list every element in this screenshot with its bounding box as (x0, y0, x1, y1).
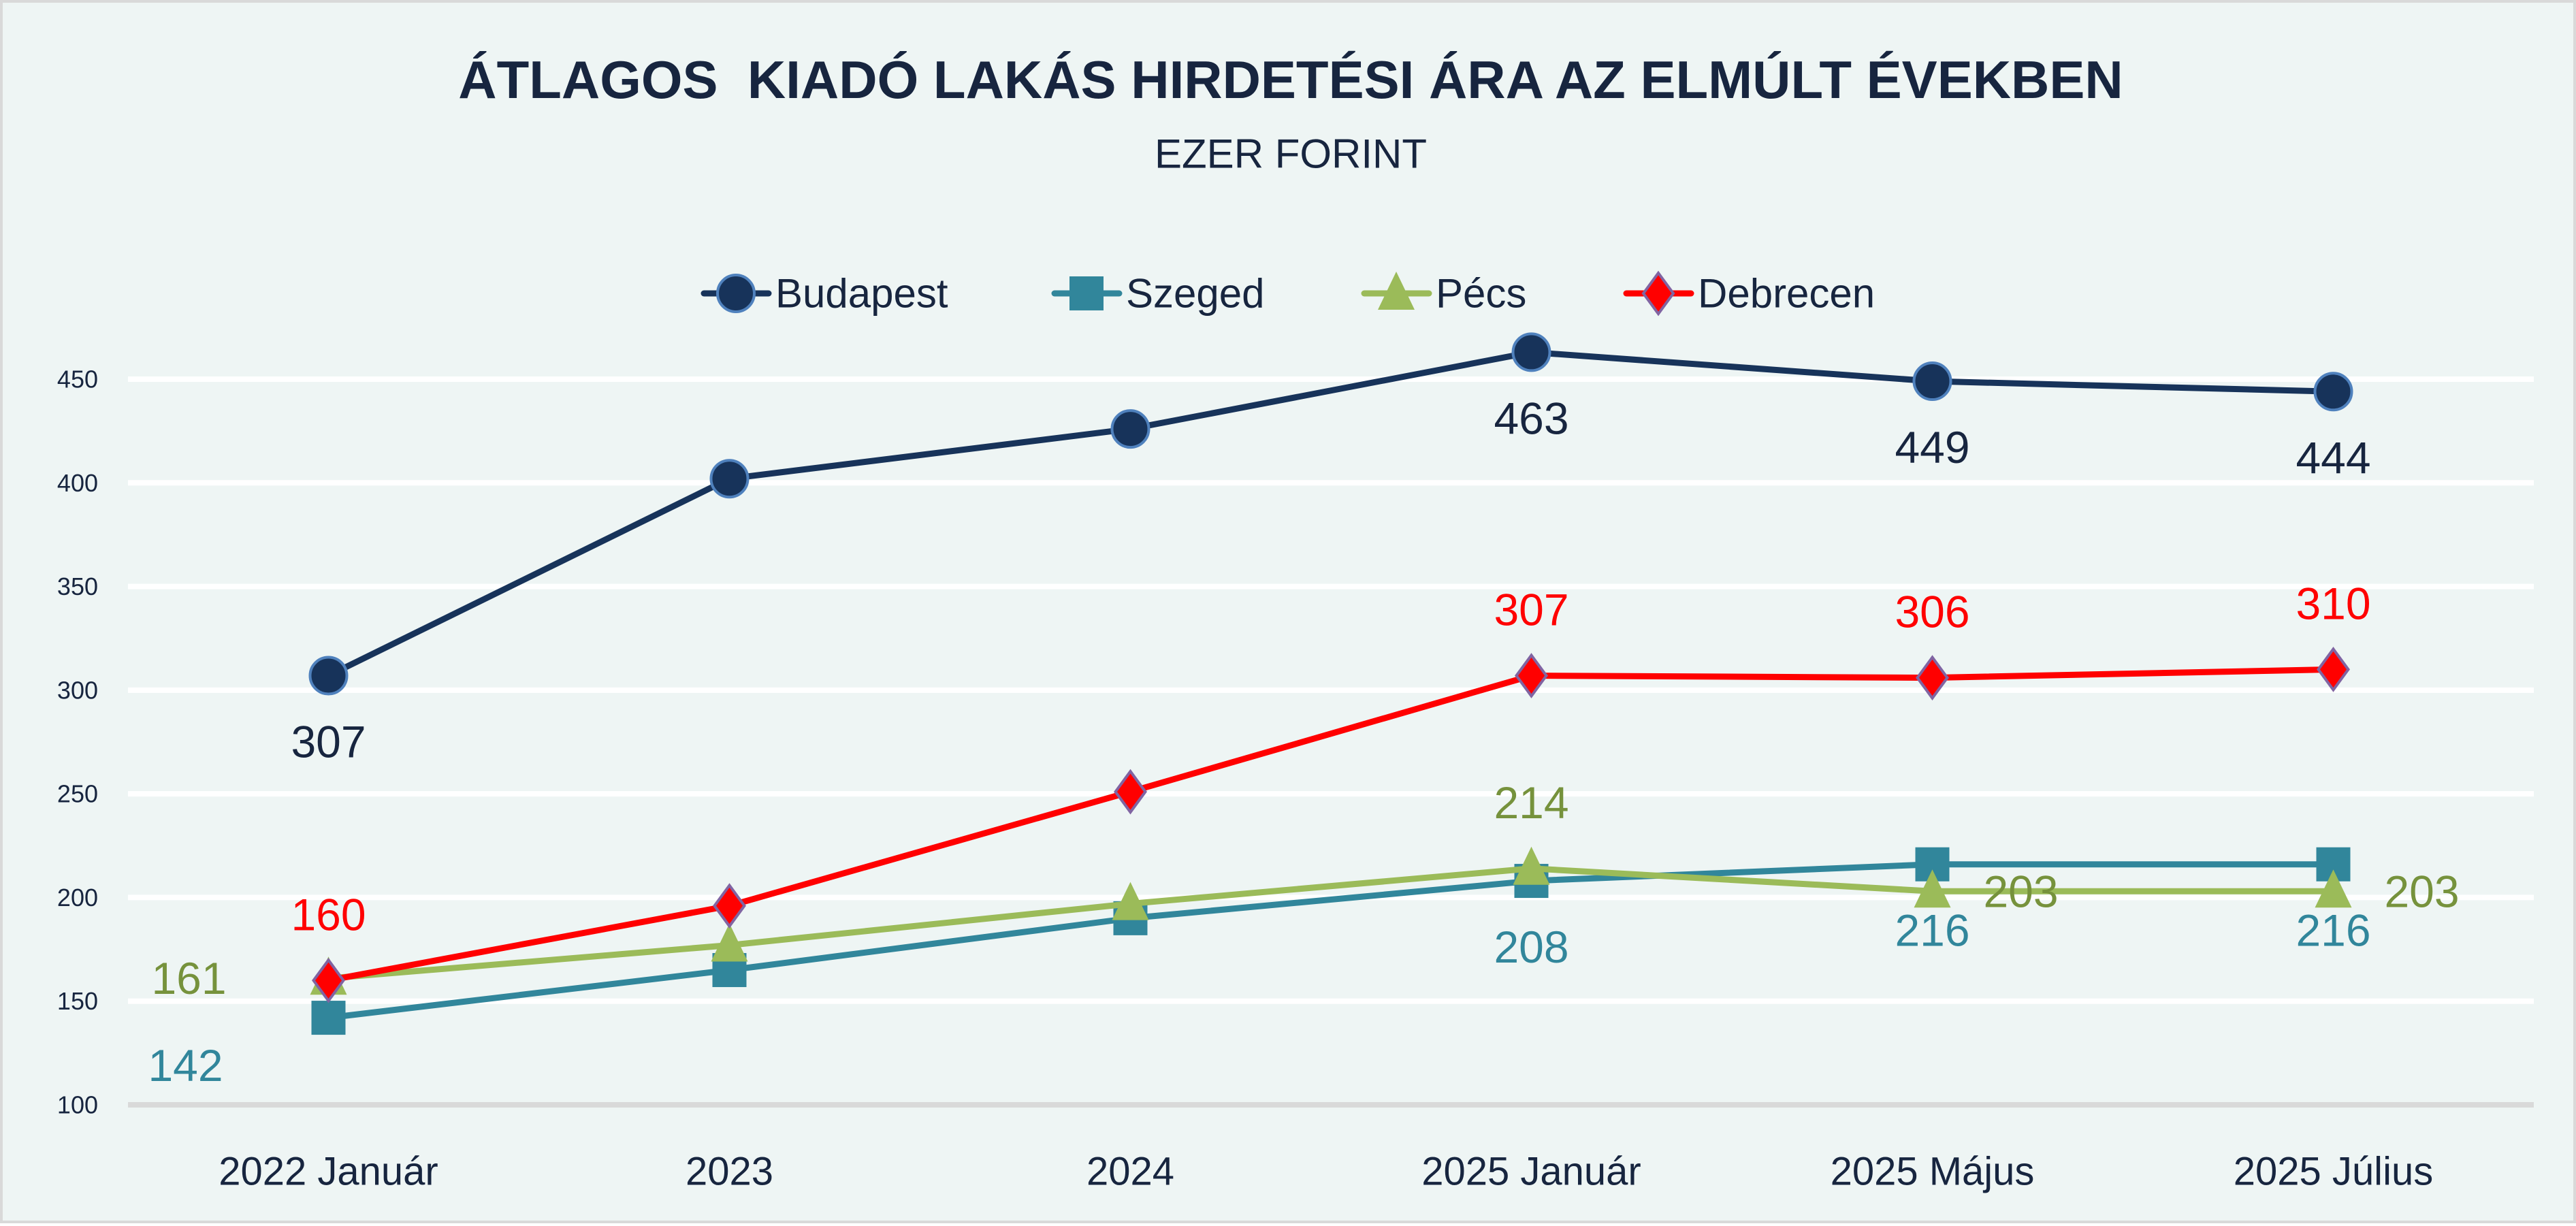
data-point-marker (709, 459, 750, 499)
y-tick-label: 150 (57, 987, 98, 1015)
triangle-marker-icon (1378, 272, 1415, 310)
data-label: 208 (1494, 922, 1568, 972)
data-labels-pécs: 161 214 203 203 (151, 777, 2459, 1003)
x-tick-label: 2025 Július (2234, 1150, 2433, 1194)
data-point-marker (1515, 653, 1548, 698)
data-point-marker (1513, 846, 1550, 885)
series-line (328, 865, 2334, 982)
data-label: 161 (151, 953, 226, 1003)
legend-item-pécs[interactable]: Pécs (1361, 271, 1526, 317)
legend-label: Budapest (775, 271, 948, 317)
data-point-marker (1110, 409, 1150, 449)
diamond-marker-icon (1641, 270, 1675, 317)
data-point-marker (1914, 869, 1951, 908)
x-tick-label: 2024 (1086, 1150, 1174, 1194)
chart-subtitle: EZER FORINT (1155, 131, 1427, 177)
y-tick-label: 100 (57, 1091, 98, 1119)
data-label: 214 (1494, 777, 1568, 828)
chart-title: ÁTLAGOS KIADÓ LAKÁS HIRDETÉSI ÁRA AZ ELM… (458, 50, 2123, 110)
data-point-marker (308, 656, 349, 696)
y-tick-label: 350 (57, 572, 98, 600)
data-labels-szeged: 142 208 216 216 (148, 905, 2370, 1091)
y-tick-label: 450 (57, 366, 98, 393)
series-line (327, 861, 2334, 1021)
data-point-marker (1112, 882, 1149, 920)
data-point-marker (1912, 361, 1952, 402)
data-labels-debrecen: 160 307 306 310 (291, 578, 2370, 939)
y-tick-label: 400 (57, 469, 98, 497)
x-tick-label: 2025 Január (1421, 1150, 1641, 1194)
data-point-marker (312, 957, 345, 1003)
series-line (327, 349, 2334, 679)
data-label: 160 (291, 889, 366, 939)
data-point-marker (1114, 769, 1147, 815)
y-tick-label: 200 (57, 884, 98, 912)
series-budapest (308, 332, 2353, 696)
chart-svg: ÁTLAGOS KIADÓ LAKÁS HIRDETÉSI ÁRA AZ ELM… (57, 50, 2534, 1194)
data-label: 307 (291, 717, 366, 767)
data-label: 444 (2296, 432, 2370, 483)
x-tick-label: 2022 Január (219, 1150, 438, 1194)
data-label: 463 (1494, 393, 1568, 443)
data-label: 216 (1895, 905, 1969, 956)
x-tick-label: 2025 Május (1831, 1150, 2035, 1194)
data-point-marker (1511, 332, 1551, 372)
data-label: 142 (148, 1040, 223, 1091)
data-labels-budapest: 307 463 449 444 (291, 393, 2370, 767)
y-tick-label: 250 (57, 780, 98, 808)
circle-marker-icon (716, 274, 756, 313)
legend-label: Pécs (1436, 271, 1526, 317)
data-label: 306 (1895, 587, 1969, 637)
data-label: 449 (1895, 422, 1969, 472)
data-point-marker (2315, 869, 2352, 908)
data-point-marker (311, 1001, 346, 1035)
data-label: 310 (2296, 578, 2370, 628)
data-point-marker (713, 883, 746, 929)
data-point-marker (711, 923, 748, 962)
data-label: 203 (1983, 866, 2058, 916)
x-tick-label: 2023 (686, 1150, 773, 1194)
data-point-marker (2313, 372, 2353, 412)
data-point-marker (2317, 647, 2350, 692)
legend-item-szeged[interactable]: Szeged (1051, 271, 1265, 317)
y-tick-label: 300 (57, 676, 98, 704)
square-marker-icon (1069, 276, 1104, 310)
legend-item-budapest[interactable]: Budapest (701, 271, 948, 317)
series-debrecen (312, 647, 2350, 1003)
data-point-marker (1916, 655, 1949, 700)
data-label: 216 (2296, 905, 2370, 956)
legend-item-debrecen[interactable]: Debrecen (1623, 270, 1875, 317)
data-label: 203 (2384, 866, 2459, 916)
data-label: 307 (1494, 585, 1568, 635)
legend-label: Debrecen (1698, 271, 1875, 317)
series-line (327, 666, 2334, 984)
legend-label: Szeged (1126, 271, 1265, 317)
